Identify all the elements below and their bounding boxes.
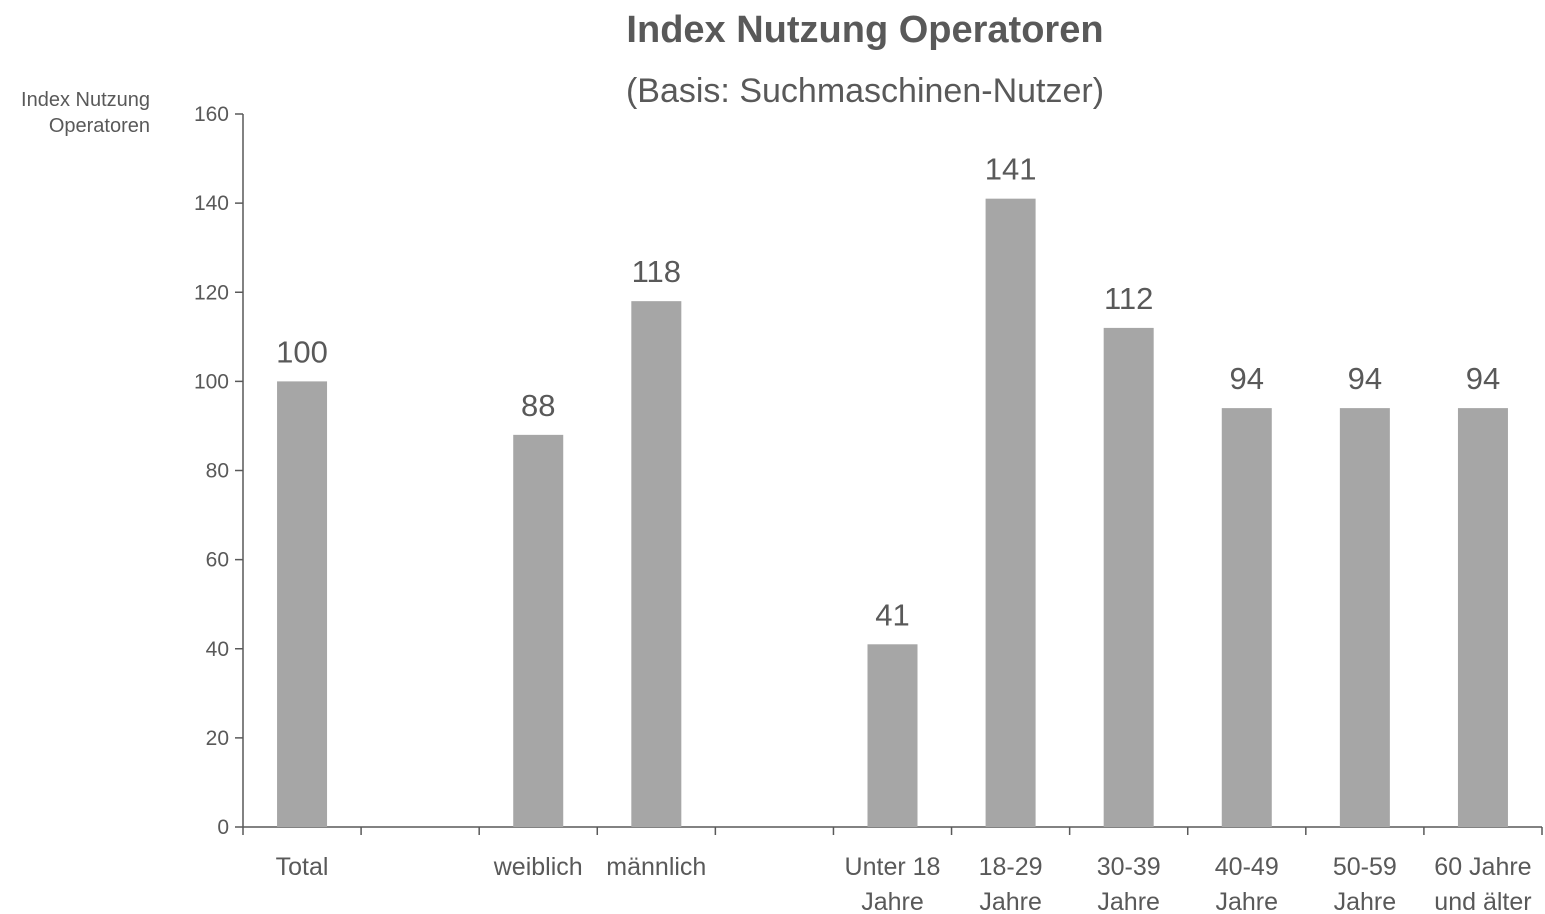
y-tick-label: 140 — [194, 192, 229, 215]
bar — [985, 198, 1036, 827]
value-label: 141 — [985, 152, 1037, 187]
bar — [1221, 408, 1272, 827]
x-tick-label: Unter 18 Jahre — [845, 853, 941, 914]
bar — [277, 381, 328, 827]
bar — [1457, 408, 1508, 827]
value-label: 112 — [1104, 281, 1153, 316]
chart-title: Index Nutzung Operatoren — [626, 9, 1103, 51]
bar — [1103, 327, 1154, 827]
y-tick-label: 40 — [206, 638, 229, 661]
value-label: 118 — [632, 254, 681, 289]
y-tick-label: 120 — [194, 281, 229, 304]
value-label: 41 — [875, 597, 909, 632]
x-tick-label: 30-39 Jahre — [1097, 853, 1161, 914]
y-tick-label: 100 — [194, 370, 229, 393]
y-tick-label: 0 — [217, 816, 229, 839]
y-tick-label: 60 — [206, 549, 229, 572]
chart-subtitle: (Basis: Suchmaschinen-Nutzer) — [626, 72, 1104, 110]
bar — [867, 644, 918, 827]
x-tick-label: 50-59 Jahre — [1333, 853, 1397, 914]
x-tick-label: 18-29 Jahre — [979, 853, 1043, 914]
y-tick-label: 20 — [206, 727, 229, 750]
value-label: 94 — [1466, 361, 1500, 396]
x-tick-label: weiblich — [493, 853, 583, 881]
value-label: 94 — [1348, 361, 1382, 396]
value-label: 88 — [521, 388, 555, 423]
value-label: 100 — [276, 334, 328, 369]
y-tick-label: 160 — [194, 103, 229, 126]
y-tick-label: 80 — [206, 460, 229, 483]
bar — [1339, 408, 1390, 827]
y-axis-title: Index Nutzung Operatoren — [21, 89, 150, 137]
bar — [631, 301, 682, 828]
x-tick-label: männlich — [606, 853, 706, 881]
x-tick-label: Total — [276, 853, 329, 881]
x-tick-label: 40-49 Jahre — [1215, 853, 1279, 914]
x-tick-label: 60 Jahre und älter — [1434, 853, 1531, 914]
bar — [513, 434, 564, 827]
value-label: 94 — [1230, 361, 1264, 396]
